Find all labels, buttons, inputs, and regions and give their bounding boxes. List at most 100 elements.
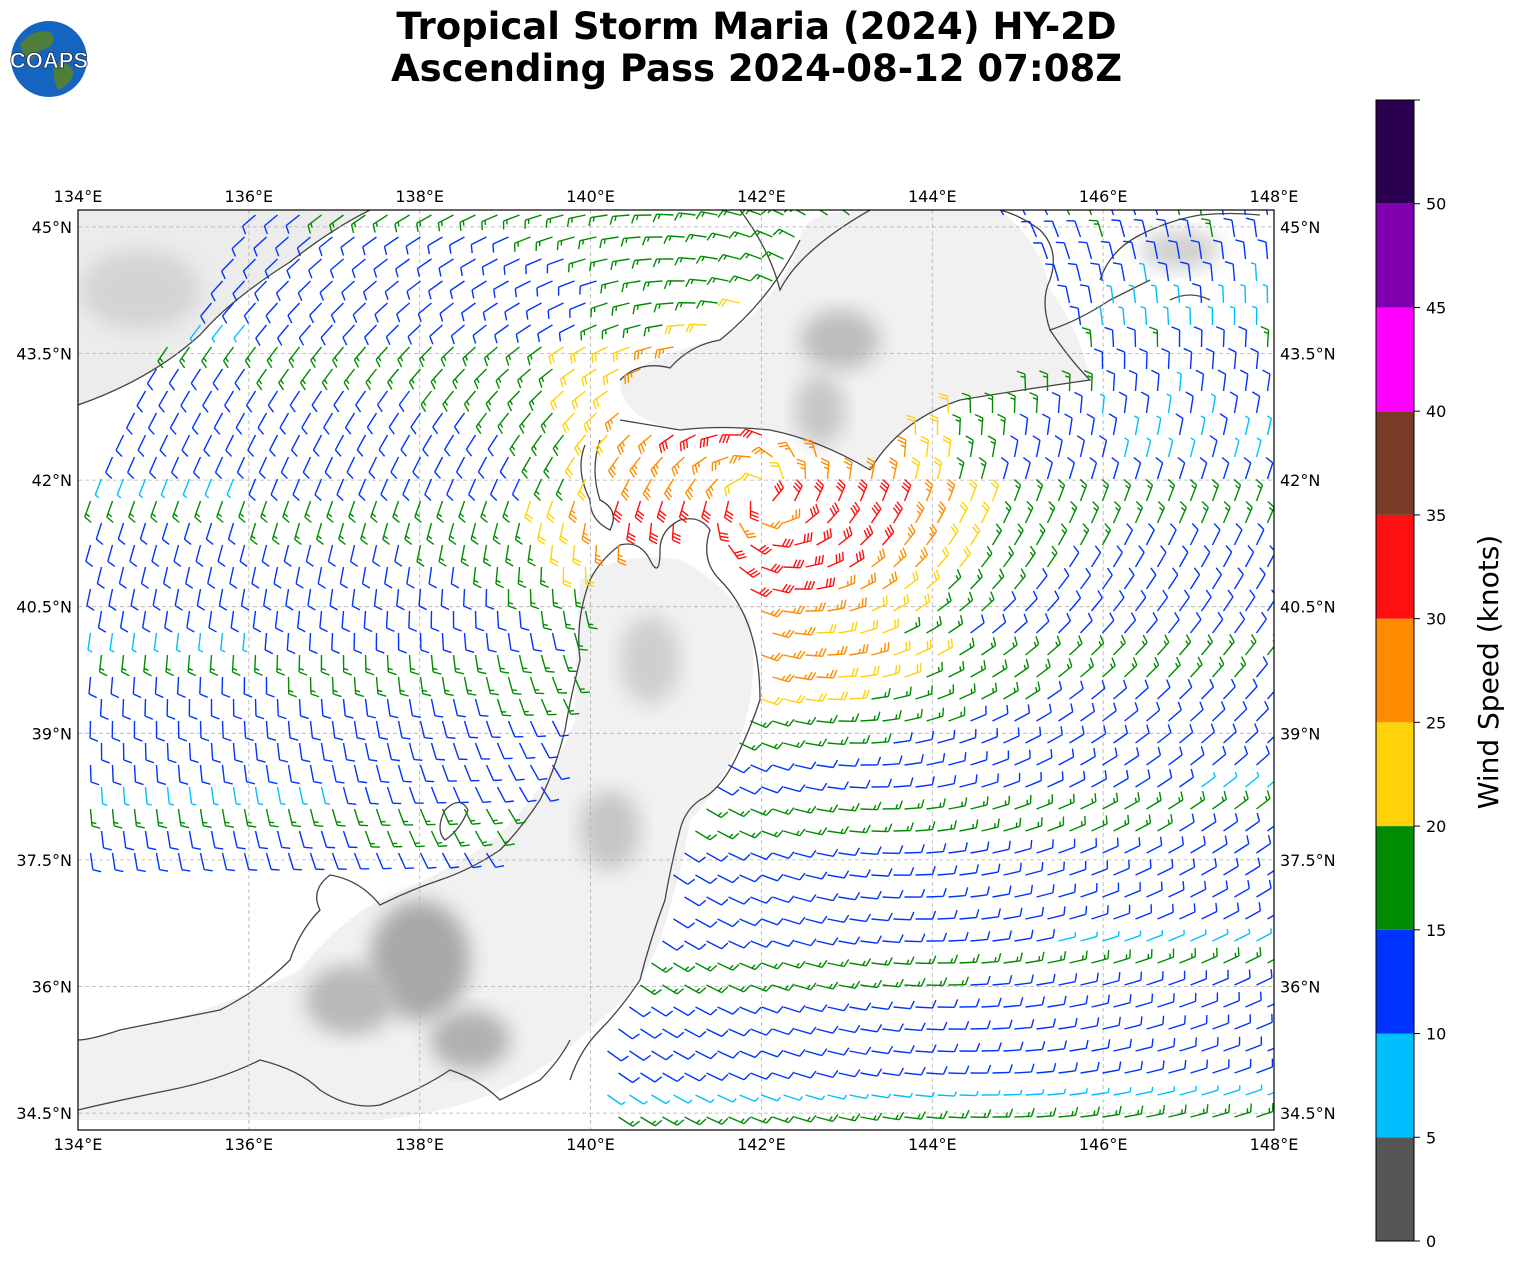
- wind-barb: [507, 764, 525, 781]
- wind-barb: [1036, 1107, 1057, 1118]
- wind-barb: [1234, 1103, 1252, 1118]
- wind-barb: [1112, 545, 1123, 568]
- wind-barb: [783, 1004, 806, 1013]
- wind-barb: [216, 500, 224, 524]
- wind-barb: [1146, 656, 1160, 678]
- wind-barb: [1102, 702, 1117, 722]
- x-tick-label-bottom: 136°E: [225, 1135, 274, 1154]
- wind-barb: [254, 786, 264, 806]
- wind-barb: [992, 1108, 1014, 1118]
- wind-barb: [505, 346, 520, 366]
- wind-barb: [1036, 839, 1054, 854]
- wind-barb: [1014, 929, 1034, 942]
- wind-barb: [794, 805, 817, 814]
- wind-barb: [860, 619, 879, 634]
- wind-barb: [1146, 1015, 1165, 1030]
- wind-barb: [176, 676, 186, 699]
- wind-barb: [372, 214, 388, 233]
- wind-barb: [282, 500, 290, 524]
- wind-barb: [794, 849, 817, 859]
- wind-barb: [718, 434, 740, 444]
- colorbar-bin: [1376, 1137, 1414, 1241]
- wind-barb: [261, 544, 270, 567]
- wind-barb: [1212, 928, 1229, 942]
- wind-barb: [1180, 261, 1192, 282]
- wind-barb: [915, 866, 936, 876]
- wind-barb: [234, 368, 246, 391]
- wind-barb: [1223, 217, 1236, 238]
- wind-barb: [1179, 813, 1195, 832]
- wind-barb: [1069, 635, 1083, 656]
- wind-barb: [1233, 437, 1240, 458]
- wind-barb: [594, 544, 604, 567]
- wind-barb: [1190, 970, 1208, 986]
- wind-barb: [959, 637, 975, 656]
- wind-barb: [849, 1046, 872, 1055]
- wind-barb: [296, 236, 311, 257]
- wind-barb: [662, 1028, 685, 1039]
- wind-barb: [783, 605, 806, 615]
- wind-barb: [1250, 347, 1259, 370]
- wind-barb: [609, 214, 630, 225]
- wind-barb: [426, 522, 435, 545]
- wind-barb: [144, 830, 157, 851]
- wind-barb: [1135, 769, 1151, 788]
- wind-barb: [243, 852, 258, 872]
- wind-barb: [1080, 972, 1099, 986]
- wind-barb: [1003, 727, 1020, 744]
- wind-barb: [897, 435, 907, 458]
- wind-barb: [920, 435, 930, 458]
- wind-barb: [1167, 612, 1180, 634]
- wind-barb: [1173, 284, 1181, 304]
- wind-barb: [109, 632, 115, 653]
- wind-barb: [684, 1028, 707, 1038]
- wind-barb: [1091, 994, 1110, 1008]
- wind-barb: [716, 522, 730, 542]
- wind-barb: [1157, 993, 1175, 1008]
- wind-barb: [1179, 768, 1195, 788]
- wind-barb: [230, 610, 240, 633]
- wind-barb: [1168, 701, 1182, 722]
- wind-barb: [729, 454, 751, 464]
- wind-barb: [551, 588, 562, 610]
- wind-barb: [214, 456, 224, 480]
- wind-barb: [473, 368, 487, 390]
- wind-barb: [551, 764, 571, 781]
- wind-barb: [505, 544, 514, 567]
- wind-barb: [1149, 326, 1159, 348]
- wind-barb: [412, 456, 422, 479]
- wind-barb: [1260, 325, 1270, 348]
- wind-barb: [448, 522, 457, 545]
- wind-barb: [536, 522, 546, 545]
- wind-barb: [525, 302, 542, 320]
- wind-barb: [286, 258, 300, 279]
- wind-barb: [761, 652, 784, 662]
- wind-barb: [608, 456, 620, 479]
- wind-barb: [1256, 969, 1273, 986]
- wind-barb: [727, 544, 747, 560]
- colorbar-tick-label: 40: [1426, 402, 1446, 421]
- wind-barb: [1201, 1085, 1219, 1096]
- wind-barb: [571, 390, 586, 411]
- wind-barb: [236, 456, 246, 480]
- wind-barb: [684, 1072, 707, 1082]
- wind-barb: [111, 720, 121, 742]
- wind-barb: [462, 346, 476, 367]
- wind-barb: [1003, 636, 1018, 656]
- wind-barb: [1067, 456, 1076, 480]
- wind-barb: [362, 280, 377, 301]
- wind-barb: [1032, 435, 1041, 458]
- wind-barb: [904, 844, 925, 854]
- wind-barb: [959, 953, 980, 964]
- wind-barb: [210, 280, 224, 302]
- wind-barb: [460, 258, 476, 277]
- wind-barb: [1047, 1088, 1067, 1096]
- wind-barb: [342, 742, 356, 762]
- wind-barb: [188, 786, 197, 806]
- wind-barb: [1047, 726, 1064, 744]
- wind-barb: [221, 720, 232, 742]
- wind-barb: [1112, 262, 1126, 282]
- wind-barb: [1128, 369, 1138, 392]
- wind-barb: [527, 544, 536, 567]
- wind-barb: [663, 478, 675, 501]
